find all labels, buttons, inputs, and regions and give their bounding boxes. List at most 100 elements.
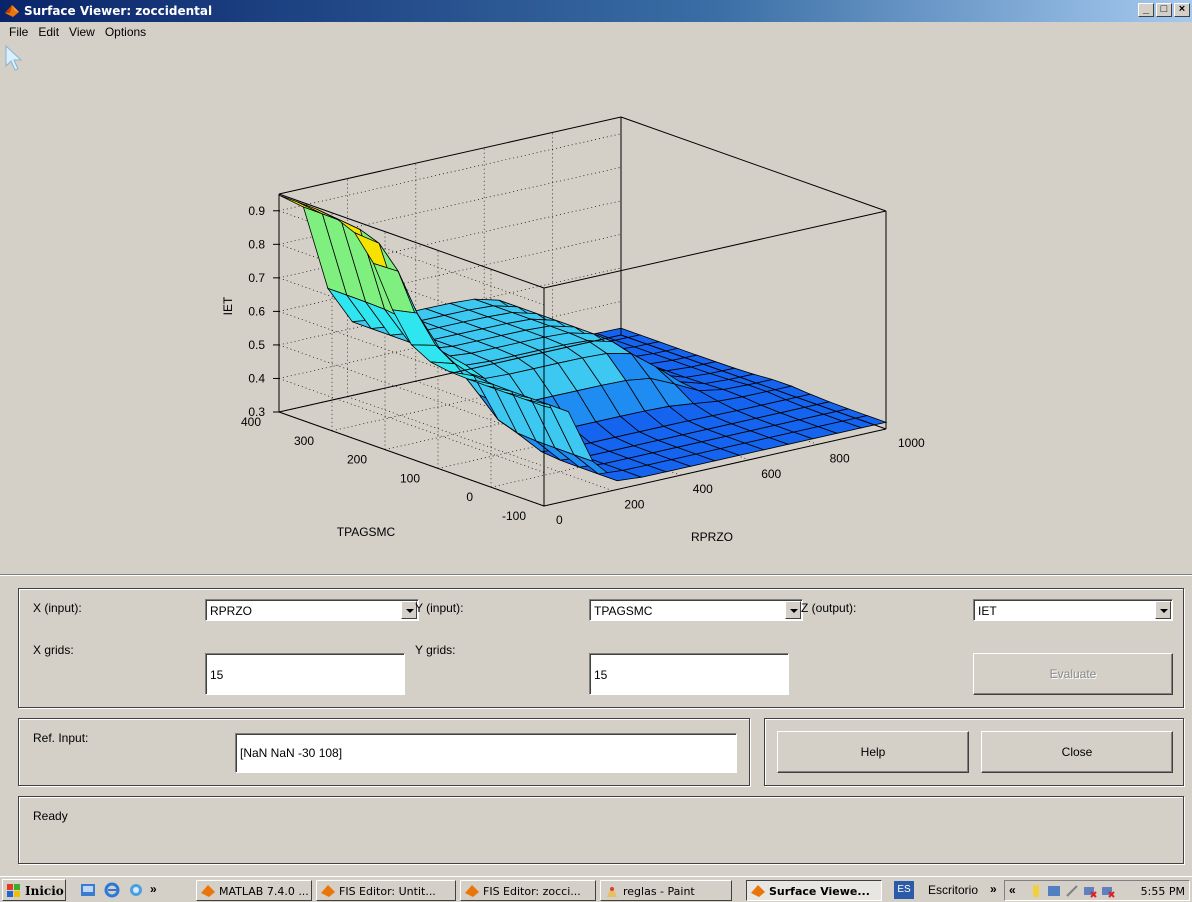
axes-box-edge <box>620 334 887 430</box>
start-button[interactable]: Inicio <box>2 879 66 901</box>
chevron-down-icon[interactable] <box>785 601 801 619</box>
x-tick-label: 0 <box>556 513 563 527</box>
y-grids-field[interactable]: 15 <box>589 653 789 695</box>
surface-plot-area[interactable]: 0.9 0.8 0.7 0.6 0.5 0.4 0.3 400 300 200 100 0 -100 0 2… <box>4 44 1188 574</box>
language-indicator[interactable]: ES <box>894 881 914 899</box>
menu-bar: File Edit View Options <box>0 22 1192 42</box>
y-tick-label: 200 <box>347 453 367 467</box>
axes-box-edge <box>278 411 545 507</box>
y-tick-label: 0 <box>466 490 473 504</box>
matlab-icon <box>321 885 335 897</box>
ref-input-label: Ref. Input: <box>33 731 89 745</box>
help-button[interactable]: Help <box>777 731 969 773</box>
z-output-select[interactable]: IET <box>973 599 1173 621</box>
grid-line <box>278 344 545 440</box>
y-tick-label: 300 <box>294 434 314 448</box>
grid-line <box>347 396 613 491</box>
grid-line <box>278 133 622 212</box>
task-label: reglas - Paint <box>623 885 695 898</box>
title-bar[interactable]: Surface Viewer: zoccidental _ □ × <box>0 0 1192 22</box>
x-tick-label: 1000 <box>898 436 925 450</box>
desktop-overflow-icon[interactable]: » <box>990 882 997 896</box>
y-input-select[interactable]: TPAGSMC <box>589 599 803 621</box>
x-input-select[interactable]: RPRZO <box>205 599 419 621</box>
y-tick-label: 100 <box>400 471 420 485</box>
taskbar: Inicio » MATLAB 7.4.0 ... FIS Editor: Un… <box>0 876 1192 902</box>
evaluate-label: Evaluate <box>1049 667 1097 681</box>
tray-usb-icon[interactable] <box>1029 884 1043 898</box>
task-surface-viewer[interactable]: Surface Viewe... <box>746 880 882 901</box>
close-label: Close <box>1061 745 1093 759</box>
axes-box-edge <box>278 193 545 289</box>
z-tick-label: 0.7 <box>248 271 265 285</box>
task-fis-editor-untitled[interactable]: FIS Editor: Untit... <box>316 880 456 901</box>
z-tick-label: 0.3 <box>248 405 265 419</box>
task-label: Surface Viewe... <box>769 885 870 898</box>
divider <box>0 574 1192 576</box>
minimize-button[interactable]: _ <box>1138 3 1154 17</box>
status-panel: Ready <box>18 796 1184 864</box>
menu-file[interactable]: File <box>9 25 29 39</box>
menu-options[interactable]: Options <box>104 25 147 39</box>
z-output-label: Z (output): <box>801 601 857 615</box>
x-input-label: X (input): <box>33 601 82 615</box>
surface-mesh <box>278 194 888 482</box>
maximize-button[interactable]: □ <box>1156 3 1172 17</box>
tray-disconnected-icon[interactable] <box>1101 884 1115 898</box>
y-grids-label: Y grids: <box>415 643 456 657</box>
desktop-toolbar-label[interactable]: Escritorio <box>928 883 979 897</box>
grid-line <box>278 267 622 346</box>
task-label: FIS Editor: zocci... <box>483 885 581 898</box>
z-tick-label: 0.9 <box>248 204 265 218</box>
evaluate-button[interactable]: Evaluate <box>973 653 1173 695</box>
grid-line <box>278 234 622 312</box>
task-label: MATLAB 7.4.0 ... <box>219 885 309 898</box>
menu-view[interactable]: View <box>69 25 95 39</box>
tray-network-icon[interactable] <box>1047 884 1061 898</box>
menu-edit[interactable]: Edit <box>38 25 60 39</box>
start-label: Inicio <box>25 884 64 898</box>
quicktime-icon[interactable] <box>128 882 144 898</box>
grid-line <box>278 243 545 339</box>
help-label: Help <box>860 745 886 759</box>
y-tick-label: -100 <box>502 509 526 523</box>
y-input-label: Y (input): <box>415 601 464 615</box>
quicklaunch-overflow-icon[interactable]: » <box>150 882 157 896</box>
help-close-panel: Help Close <box>764 718 1184 786</box>
z-tick-label: 0.6 <box>248 304 265 318</box>
ref-input-field[interactable]: [NaN NaN -30 108] <box>235 733 737 773</box>
ref-input-panel: Ref. Input: [NaN NaN -30 108] <box>18 718 750 786</box>
task-paint[interactable]: reglas - Paint <box>600 880 732 901</box>
axis-selection-panel: X (input): RPRZO Y (input): TPAGSMC Z (o… <box>18 588 1184 708</box>
tray-disconnected-icon[interactable] <box>1083 884 1097 898</box>
grid-line <box>278 200 622 279</box>
paint-icon <box>607 885 617 897</box>
axes-box-edge <box>543 428 887 507</box>
x-axis-label: RPRZO <box>691 530 733 544</box>
z-tick-label: 0.5 <box>248 338 265 352</box>
axes-box-edge <box>543 210 887 289</box>
x-grids-field[interactable]: 15 <box>205 653 405 695</box>
ref-input-value: [NaN NaN -30 108] <box>240 746 343 760</box>
chevron-down-icon[interactable] <box>401 601 417 619</box>
axes-box-edge <box>278 116 622 195</box>
task-label: FIS Editor: Untit... <box>339 885 436 898</box>
quicklaunch-app-icon[interactable] <box>80 882 96 898</box>
axes-box-edge <box>620 116 887 212</box>
x-grids-value: 15 <box>210 668 224 682</box>
close-window-button[interactable]: × <box>1174 3 1190 17</box>
tray-expand-icon[interactable]: « <box>1009 883 1016 897</box>
y-grids-value: 15 <box>594 668 608 682</box>
close-button[interactable]: Close <box>981 731 1173 773</box>
chevron-down-icon[interactable] <box>1155 601 1171 619</box>
task-matlab[interactable]: MATLAB 7.4.0 ... <box>196 880 312 901</box>
matlab-icon <box>5 5 19 17</box>
y-tick-label: 400 <box>241 415 261 429</box>
ie-icon[interactable] <box>104 882 120 898</box>
tray-pen-icon[interactable] <box>1065 884 1079 898</box>
task-fis-editor-zoccidental[interactable]: FIS Editor: zocci... <box>460 880 596 901</box>
x-tick-label: 200 <box>624 498 644 512</box>
grid-line <box>278 301 622 379</box>
